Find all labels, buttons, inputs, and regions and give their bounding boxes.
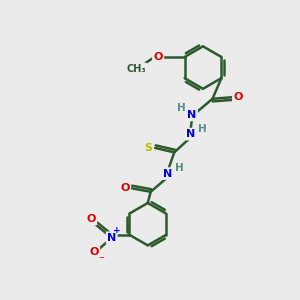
Text: N: N [163,169,172,178]
Text: O: O [120,183,130,193]
Text: CH₃: CH₃ [126,64,146,74]
Text: N: N [186,129,195,139]
Text: H: H [177,103,185,113]
Text: ⁻: ⁻ [98,255,104,265]
Text: H: H [175,163,184,173]
Text: O: O [89,248,99,257]
Text: O: O [154,52,163,62]
Text: S: S [145,143,153,153]
Text: +: + [113,226,121,235]
Text: H: H [198,124,207,134]
Text: O: O [86,214,96,224]
Text: N: N [107,233,116,243]
Text: O: O [233,92,243,102]
Text: N: N [187,110,196,120]
